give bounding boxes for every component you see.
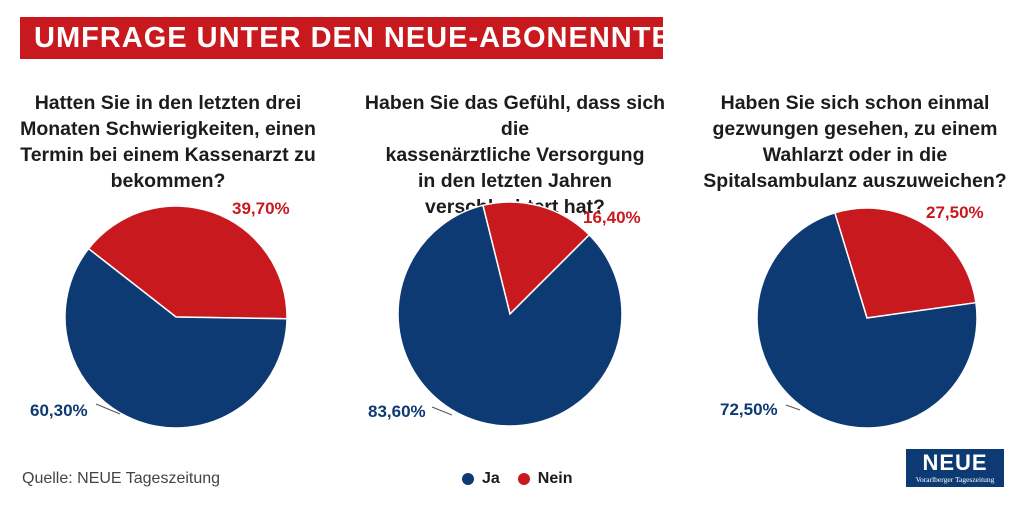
pie-1-label-ja: 60,30% [30,401,88,420]
pie-1-slice-ja [64,247,288,429]
legend-item-ja: Ja [462,470,500,488]
pie-1-question: Hatten Sie in den letzten drei Monaten S… [20,92,316,192]
pie-3-label-ja: 72,50% [720,400,778,419]
pie-2-label-nein: 16,40% [583,208,641,227]
legend-label-nein: Nein [537,470,573,487]
pie-2-slice-nein [481,201,591,316]
pie-3-label-nein: 27,50% [926,203,984,222]
pie-1-label-nein: 39,70% [232,199,290,218]
logo-main-text: NEUE [922,450,988,475]
pie-2-label-ja: 83,60% [368,402,426,421]
neue-logo: NEUE Vorarlberger Tageszeitung [906,449,1004,487]
pie-3-slice-nein [833,207,977,319]
pie-1-slice-nein [87,205,288,320]
legend-dot-ja [462,473,474,485]
logo-sub-text: Vorarlberger Tageszeitung [915,475,995,484]
legend-dot-nein [517,473,530,485]
pie-2-question: Haben Sie das Gefühl, dass sich die kass… [364,92,666,218]
legend: Ja Nein [462,470,590,488]
pie-3-question: Haben Sie sich schon einmal gezwungen ge… [703,92,1007,192]
pie-2-ja-leader-line [431,406,453,416]
pie-3-slice-ja [756,211,978,429]
pie-2-slice-ja [397,204,623,427]
source-note: Quelle: NEUE Tageszeitung [22,470,221,487]
chart-title-banner: UMFRAGE UNTER DEN NEUE-ABONENNTEN [20,17,693,59]
pie-3-ja-leader-line [785,404,801,411]
pie-1-ja-leader-line [95,403,121,415]
legend-item-nein: Nein [517,470,573,488]
legend-label-ja: Ja [482,470,500,487]
